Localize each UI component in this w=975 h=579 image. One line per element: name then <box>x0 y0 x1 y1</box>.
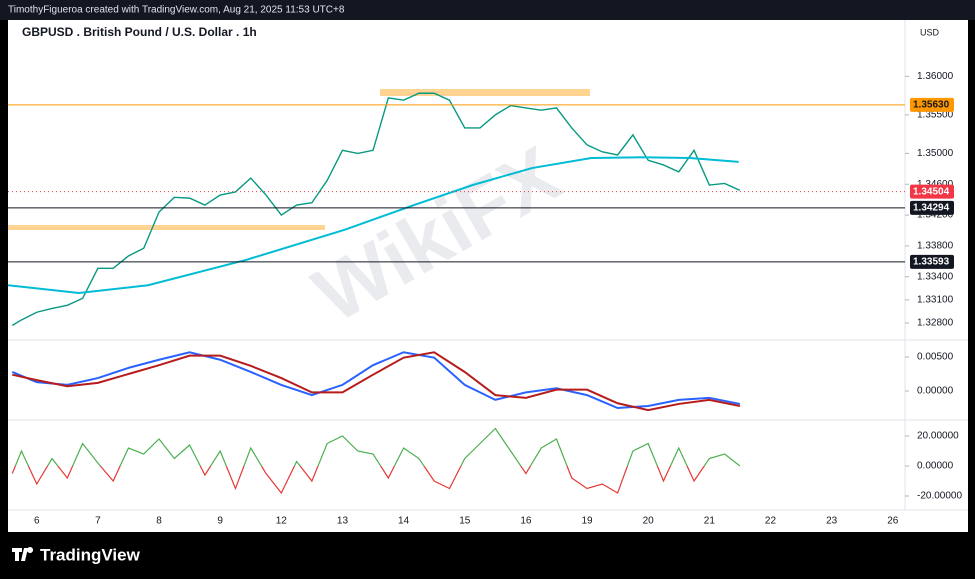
support-zone <box>8 225 325 230</box>
y-tick-label: 1.34600 <box>917 179 954 190</box>
x-tick-label: 26 <box>887 516 899 527</box>
x-tick-label: 19 <box>581 516 593 527</box>
level-label: 1.35630 <box>913 99 950 110</box>
resistance-zone <box>380 89 590 96</box>
x-tick-label: 8 <box>156 516 162 527</box>
level-badge <box>910 254 954 269</box>
y-tick-label: 1.35000 <box>917 148 954 159</box>
x-tick-label: 6 <box>34 516 40 527</box>
x-tick-label: 22 <box>765 516 777 527</box>
y-tick-label: 1.33800 <box>917 241 954 252</box>
x-tick-label: 16 <box>520 516 532 527</box>
x-tick-label: 21 <box>704 516 716 527</box>
chart-title: GBPUSD . British Pound / U.S. Dollar . 1… <box>22 25 257 39</box>
level-label: 1.34294 <box>913 202 950 213</box>
footer-bar <box>0 532 975 579</box>
x-tick-label: 20 <box>643 516 655 527</box>
level-badge <box>910 184 954 199</box>
y-tick-label: 0.00000 <box>917 461 954 472</box>
y-tick-label: -20.00000 <box>917 491 962 502</box>
series-line <box>11 92 741 326</box>
y-tick-label: 1.33100 <box>917 295 954 306</box>
x-tick-label: 15 <box>459 516 471 527</box>
y-tick-label: 0.00500 <box>917 352 954 363</box>
level-label: 1.34504 <box>913 186 950 197</box>
y-tick-label: 1.33400 <box>917 271 954 282</box>
x-tick-label: 12 <box>276 516 288 527</box>
x-tick-label: 7 <box>95 516 101 527</box>
oscillator-line <box>14 427 741 467</box>
level-badge <box>910 97 954 112</box>
x-tick-label: 23 <box>826 516 838 527</box>
y-tick-label: 20.00000 <box>917 431 959 442</box>
series-line <box>11 351 741 410</box>
x-tick-label: 14 <box>398 516 410 527</box>
x-tick-label: 9 <box>217 516 223 527</box>
chart-background <box>8 20 968 532</box>
oscillator-line-negative <box>11 466 740 495</box>
currency-label: USD <box>920 27 940 37</box>
y-tick-label: 0.00000 <box>917 386 954 397</box>
level-badge <box>910 200 954 215</box>
header-text: TimothyFigueroa created with TradingView… <box>8 5 345 16</box>
series-line <box>12 351 741 412</box>
series-line <box>8 156 739 294</box>
y-tick-label: 1.34200 <box>917 210 954 221</box>
y-tick-label: 1.35500 <box>917 109 954 120</box>
y-tick-label: 1.32800 <box>917 318 954 329</box>
x-tick-label: 13 <box>337 516 349 527</box>
header-bar <box>0 0 975 20</box>
footer-brand: TradingView <box>40 545 141 564</box>
level-label: 1.33593 <box>913 257 950 268</box>
tradingview-logo <box>12 547 34 561</box>
plot-area <box>8 92 741 495</box>
y-tick-label: 1.36000 <box>917 71 954 82</box>
